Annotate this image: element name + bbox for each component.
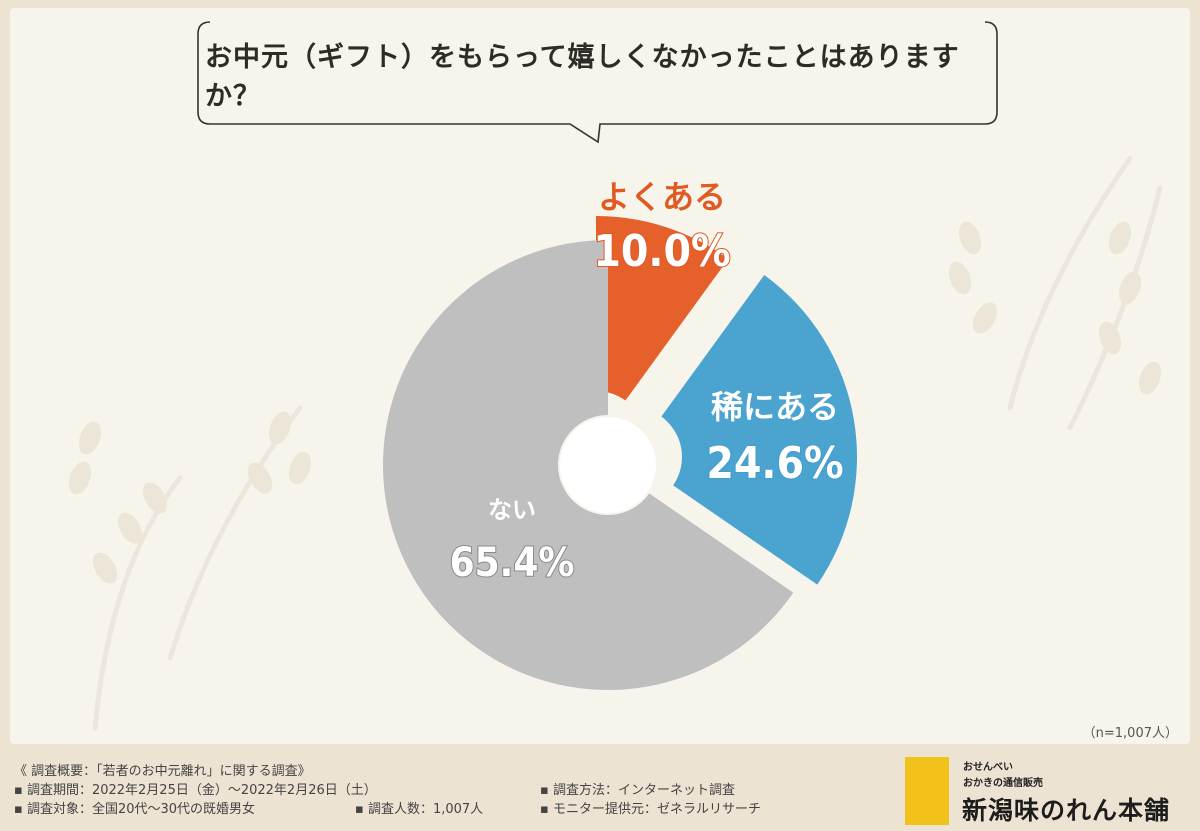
survey-count: ▪ 調査人数：1,007人: [355, 802, 484, 817]
logo-name: 新潟味のれん本舗: [962, 796, 1171, 825]
pie-slice-1: [596, 216, 729, 401]
slice-category-label: よくある: [598, 178, 726, 216]
pie-slice-2: [661, 274, 858, 585]
logo-mark: [905, 757, 949, 825]
speech-bubble: [197, 21, 998, 144]
logo-subtitle: おせんべい: [963, 762, 1013, 773]
slice-value-label: 65.4%: [450, 540, 575, 586]
survey-target: ▪ 調査対象：全国20代〜30代の既婚男女: [14, 802, 256, 817]
survey-monitor: ▪ モニター提供元：ゼネラルリサーチ: [540, 802, 761, 817]
survey-footer: 《 調査概要：「若者のお中元離れ」に関する調査》 ▪ 調査期間：2022年2月2…: [0, 746, 1200, 831]
survey-title: 《 調査概要：「若者のお中元離れ」に関する調査》: [14, 764, 311, 779]
pie-slice-3: [383, 240, 794, 690]
rice-decoration: [68, 155, 1163, 731]
survey-period: ▪ 調査期間：2022年2月25日（金）〜2022年2月26日（土）: [14, 783, 377, 798]
slice-value-label: 24.6%: [706, 438, 843, 489]
slice-category-label: ない: [488, 496, 536, 524]
donut-hole: [560, 417, 656, 513]
slice-value-label: 10.0%: [593, 226, 730, 277]
survey-method: ▪ 調査方法：インターネット調査: [540, 783, 735, 798]
slice-category-label: 稀にある: [711, 388, 839, 426]
logo-subtitle: おかきの通信販売: [963, 778, 1043, 789]
donut-chart: よくある 10.0% 稀にある 24.6% ない 65.4%: [383, 178, 858, 690]
sample-size-note: （n=1,007人）: [1082, 726, 1178, 741]
